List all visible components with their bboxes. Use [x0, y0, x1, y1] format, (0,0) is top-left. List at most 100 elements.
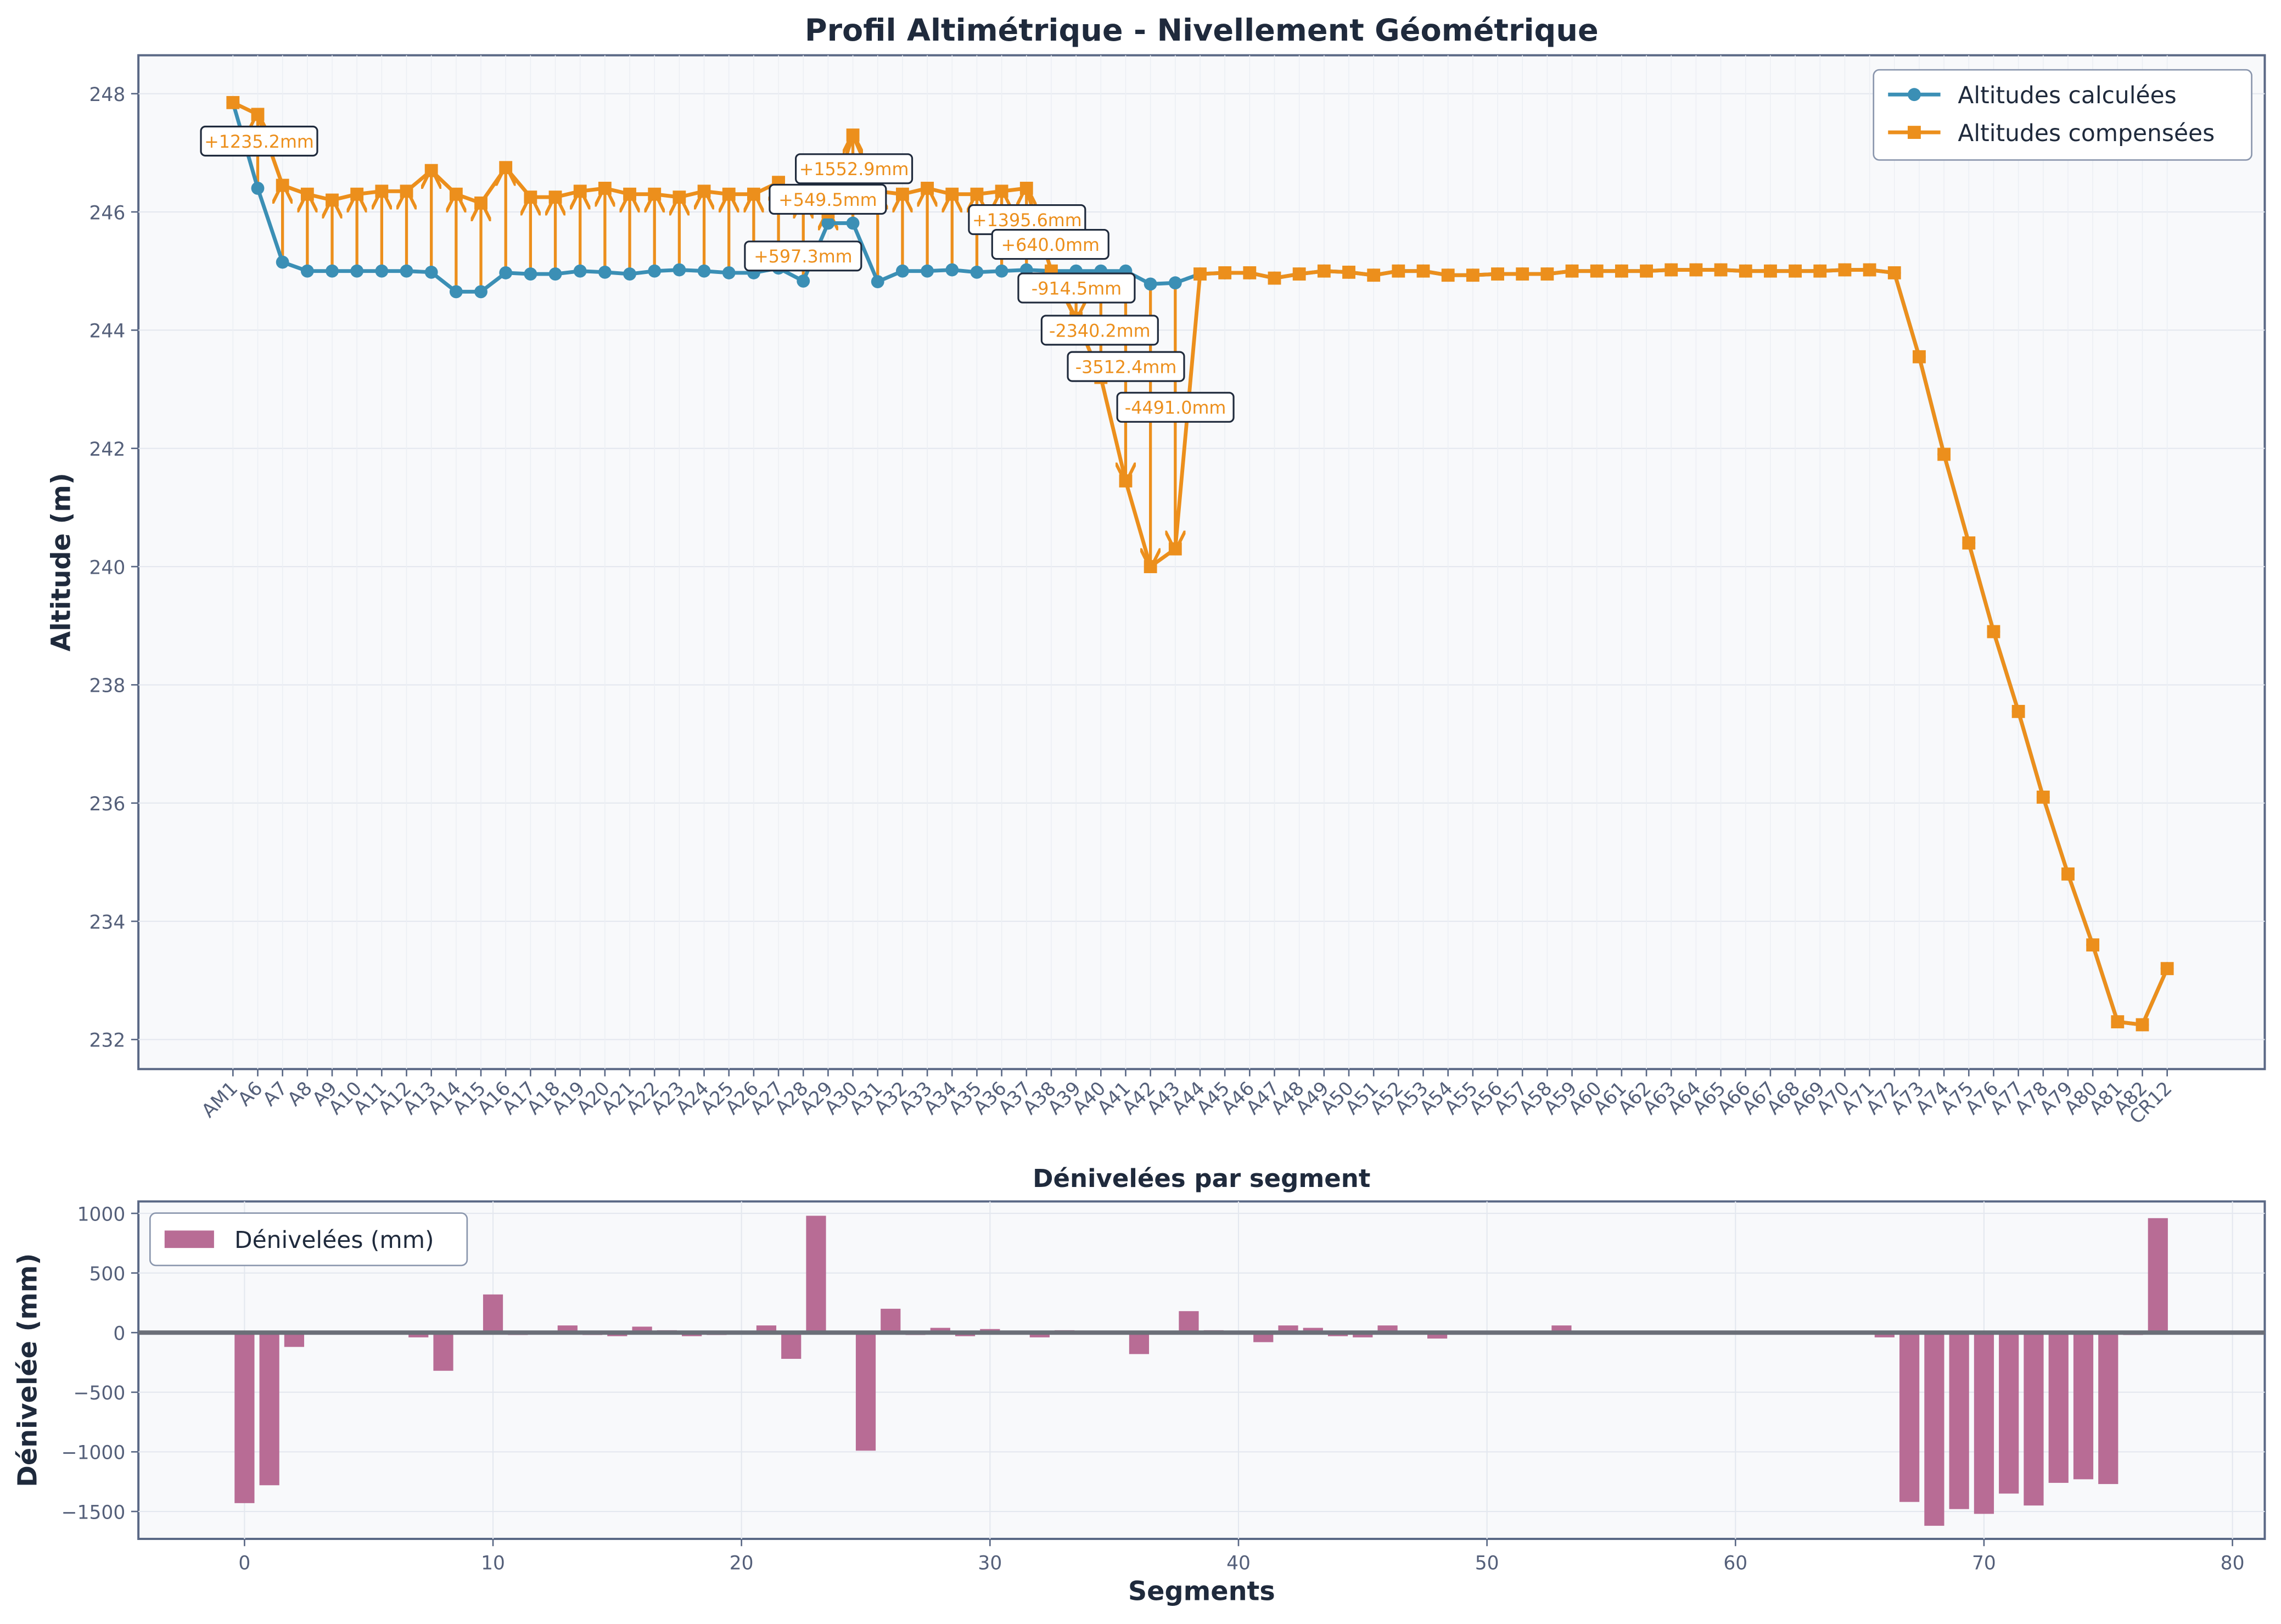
marker — [474, 196, 487, 210]
marker — [995, 264, 1008, 278]
marker — [1218, 266, 1232, 279]
bar — [632, 1326, 652, 1333]
bar — [2073, 1332, 2094, 1480]
bar — [1029, 1332, 1050, 1337]
marker — [1119, 474, 1133, 488]
marker — [2036, 791, 2050, 804]
x-tick-label: 40 — [1226, 1553, 1251, 1575]
legend-box — [1873, 69, 2252, 161]
marker — [548, 191, 562, 204]
bar — [930, 1328, 950, 1333]
marker — [1590, 264, 1604, 278]
bar — [881, 1308, 901, 1333]
marker — [1540, 267, 1554, 281]
y-tick-label: −1500 — [61, 1502, 126, 1524]
marker — [1441, 268, 1455, 282]
legend-swatch — [164, 1230, 214, 1248]
marker — [1019, 182, 1033, 195]
bar — [483, 1294, 503, 1333]
y-tick-label: 246 — [89, 202, 126, 224]
marker — [251, 108, 265, 121]
bar — [855, 1332, 876, 1451]
marker — [499, 161, 513, 175]
marker — [326, 264, 339, 278]
annotation: -4491.0mm — [1125, 398, 1226, 418]
marker — [573, 264, 587, 278]
annotation-box — [1067, 351, 1185, 382]
marker — [697, 184, 711, 198]
annotation-box — [1040, 315, 1159, 346]
y-tick-label: −500 — [74, 1382, 126, 1404]
marker — [1342, 265, 1355, 279]
marker — [276, 255, 289, 269]
marker — [1243, 266, 1257, 279]
marker — [1640, 264, 1653, 278]
marker — [995, 184, 1008, 198]
marker — [449, 187, 463, 201]
marker — [945, 263, 959, 277]
plot-area — [137, 54, 2266, 1071]
marker — [548, 267, 562, 281]
x-tick-label: 10 — [481, 1553, 505, 1575]
bar — [2148, 1218, 2168, 1333]
annotation: +1552.9mm — [799, 159, 909, 180]
marker — [1392, 264, 1405, 278]
bar — [1899, 1332, 1920, 1502]
marker — [846, 216, 860, 230]
marker — [1516, 267, 1529, 281]
bar — [1303, 1328, 1323, 1333]
marker — [623, 267, 636, 281]
marker — [1838, 263, 1852, 277]
x-tick-label: AM1 — [198, 1077, 242, 1122]
marker — [1268, 271, 1281, 285]
bar — [1949, 1332, 1969, 1509]
marker — [871, 275, 884, 288]
marker — [1144, 560, 1157, 573]
marker — [449, 285, 463, 299]
chart-title: Dénivelées par segment — [1033, 1164, 1370, 1193]
marker — [1367, 268, 1381, 282]
bar — [284, 1332, 305, 1347]
legend-box — [149, 1212, 468, 1267]
marker — [672, 191, 686, 204]
y-tick-label: 242 — [89, 439, 126, 461]
marker — [573, 184, 587, 198]
annotation: -3512.4mm — [1075, 357, 1177, 378]
marker — [747, 187, 760, 201]
bar — [1874, 1332, 1895, 1337]
chart-title: Profil Altimétrique - Nivellement Géomét… — [805, 13, 1599, 48]
marker — [722, 266, 736, 279]
y-tick-label: 232 — [89, 1030, 126, 1052]
marker — [375, 264, 389, 278]
marker — [524, 191, 537, 204]
bar — [234, 1332, 255, 1503]
bar — [408, 1332, 429, 1337]
marker — [375, 184, 389, 198]
marker — [1416, 264, 1430, 278]
marker — [1813, 264, 1827, 278]
y-axis-label: Dénivelée (mm) — [13, 1253, 43, 1487]
marker — [1689, 263, 1703, 277]
y-tick-label: 244 — [89, 321, 126, 343]
legend-marker — [1908, 88, 1921, 102]
marker — [1764, 264, 1777, 278]
annotation-box — [991, 229, 1109, 260]
y-tick-label: 238 — [89, 675, 126, 697]
x-tick-label: 60 — [1723, 1553, 1747, 1575]
y-tick-label: 1000 — [77, 1203, 126, 1225]
marker — [945, 187, 959, 201]
bar — [259, 1332, 279, 1486]
legend-marker — [1908, 126, 1921, 139]
marker — [598, 182, 612, 195]
marker — [1565, 264, 1579, 278]
bar — [781, 1332, 802, 1359]
marker — [1144, 277, 1157, 291]
y-axis-label: Altitude (m) — [47, 473, 77, 651]
marker — [697, 264, 711, 278]
x-tick-label: 70 — [1972, 1553, 1996, 1575]
bar — [806, 1216, 826, 1333]
marker — [300, 264, 314, 278]
annotation: +640.0mm — [1001, 235, 1100, 255]
annotation: -2340.2mm — [1049, 321, 1151, 341]
